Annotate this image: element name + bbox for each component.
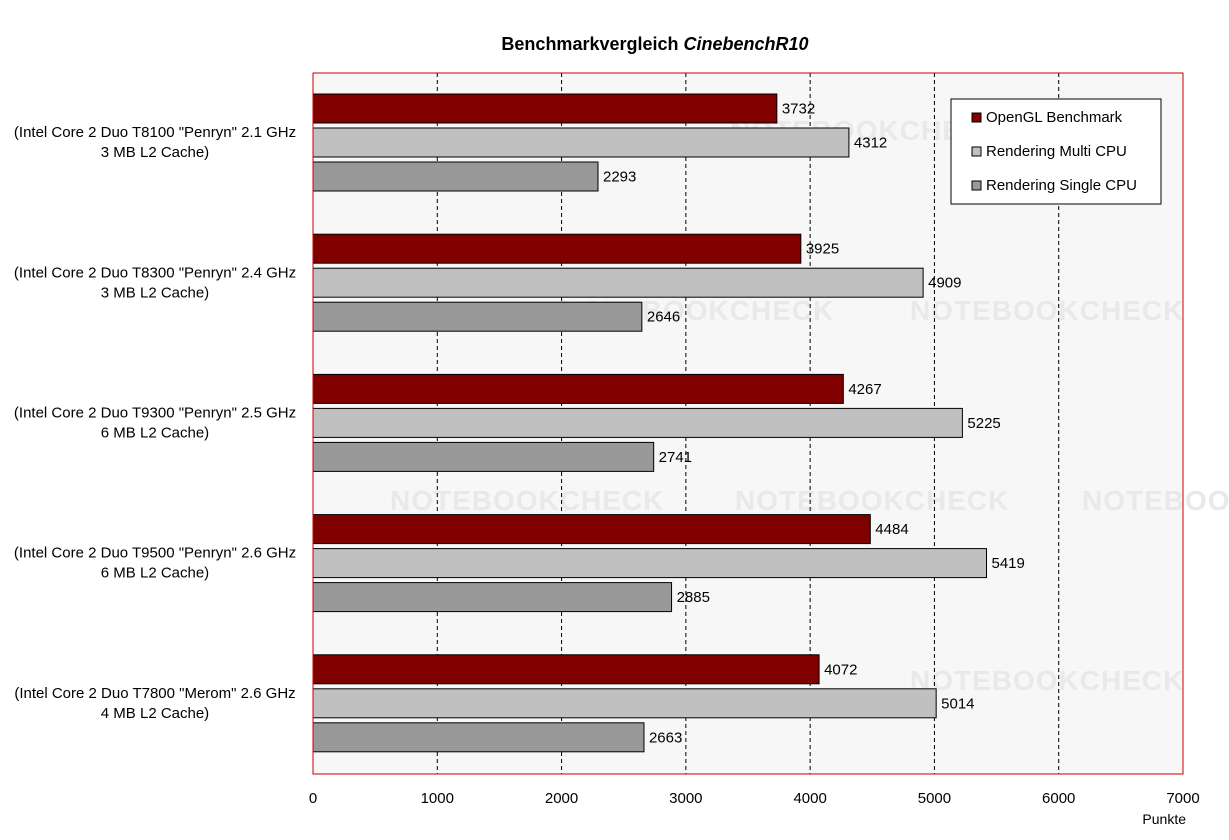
bar-value-label: 4072: [824, 661, 857, 678]
bar-value-label: 2885: [677, 589, 710, 606]
x-axis-title: Punkte: [1142, 811, 1186, 827]
x-tick-label: 1000: [421, 790, 454, 807]
bar-value-label: 5014: [941, 695, 974, 712]
legend-label: OpenGL Benchmark: [986, 109, 1123, 126]
plot-border: [312, 72, 1184, 775]
bar-value-label: 4484: [875, 521, 908, 538]
category-label: (Intel Core 2 Duo T9300 "Penryn" 2.5 GHz…: [14, 405, 296, 442]
bar: [312, 373, 844, 404]
chart-title: Benchmarkvergleich CinebenchR10: [501, 34, 808, 54]
bar: [312, 548, 988, 579]
category-label: (Intel Core 2 Duo T8300 "Penryn" 2.4 GHz…: [14, 264, 296, 301]
legend-swatch: [971, 112, 982, 123]
x-tick-label: 2000: [545, 790, 578, 807]
legend-label: Rendering Single CPU: [986, 177, 1137, 194]
bar-value-label: 3925: [806, 241, 839, 258]
bar: [312, 93, 778, 124]
bar-value-label: 2293: [603, 169, 636, 186]
bar-value-label: 4909: [928, 275, 961, 292]
x-tick-label: 7000: [1166, 790, 1199, 807]
watermark-text: NOTEBOOKCHECK: [910, 295, 1184, 326]
bar: [312, 654, 820, 685]
watermark-text: NOTEBOOKCHECK: [1082, 485, 1229, 516]
x-tick-label: 0: [309, 790, 317, 807]
category-labels: (Intel Core 2 Duo T8100 "Penryn" 2.1 GHz…: [14, 124, 296, 722]
bar: [312, 233, 802, 264]
bar: [312, 722, 645, 753]
bar-value-label: 3732: [782, 101, 815, 118]
watermark-text: NOTEBOOKCHECK: [735, 485, 1009, 516]
x-tick-label: 5000: [918, 790, 951, 807]
legend-box: [950, 98, 1162, 205]
bar: [312, 407, 963, 438]
bar: [312, 688, 937, 719]
value-labels: 3732 4312 2293 3925 4909 2646 4267 5225 2741 4484…: [603, 101, 1025, 747]
bar-value-label: 5225: [967, 415, 1000, 432]
bar-value-label: 4267: [848, 381, 881, 398]
x-tick-label: 4000: [793, 790, 826, 807]
bar: [312, 514, 871, 545]
bar: [312, 582, 673, 613]
bar: [312, 267, 924, 298]
watermark-text: NOTEBOOKCHECK: [910, 665, 1184, 696]
chart-title-main: Benchmarkvergleich: [501, 34, 678, 54]
legend-swatch: [971, 146, 982, 157]
x-tick-label: 6000: [1042, 790, 1075, 807]
x-tick-label: 3000: [669, 790, 702, 807]
bar-value-label: 4312: [854, 135, 887, 152]
bar: [312, 441, 655, 472]
bar: [312, 127, 850, 158]
bar-value-label: 2741: [659, 449, 692, 466]
legend-swatch: [971, 180, 982, 191]
legend: OpenGL Benchmark Rendering Multi CPU Rende…: [950, 98, 1162, 205]
chart-title-italic: CinebenchR10: [684, 34, 809, 54]
legend-label: Rendering Multi CPU: [986, 143, 1127, 160]
bar: [312, 161, 599, 192]
bar-value-label: 2663: [649, 729, 682, 746]
bar-value-label: 2646: [647, 309, 680, 326]
watermark-text: NOTEBOOKCHECK: [390, 485, 664, 516]
x-axis-ticks: 0 1000 2000 3000 4000 5000 6000 7000: [309, 790, 1200, 807]
bar-value-label: 5419: [992, 555, 1025, 572]
category-label: (Intel Core 2 Duo T8100 "Penryn" 2.1 GHz…: [14, 124, 296, 161]
bar: [312, 301, 643, 332]
category-label: (Intel Core 2 Duo T9500 "Penryn" 2.6 GHz…: [14, 545, 296, 582]
category-label: (Intel Core 2 Duo T7800 "Merom" 2.6 GHz 4…: [14, 685, 295, 722]
